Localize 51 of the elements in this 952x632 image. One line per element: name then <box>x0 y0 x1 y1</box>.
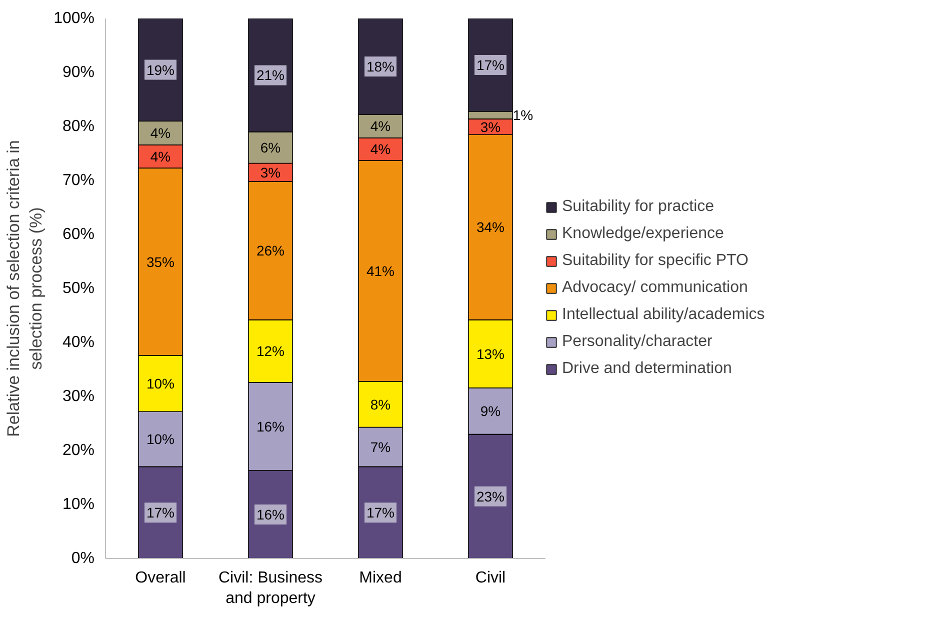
y-tick-label: 40% <box>62 334 95 351</box>
data-label: 1% <box>512 107 534 124</box>
data-label: 13% <box>476 346 505 362</box>
data-label: 16% <box>256 418 285 434</box>
legend-label: Advocacy/ communication <box>562 279 748 297</box>
data-label: 23% <box>476 488 505 504</box>
data-label: 17% <box>366 504 395 521</box>
data-label: 17% <box>476 56 505 73</box>
data-label: 3% <box>480 118 501 135</box>
y-tick-label: 30% <box>62 388 95 405</box>
data-label: 17% <box>146 504 175 521</box>
y-tick-label: 80% <box>62 118 95 135</box>
y-tick-label: 90% <box>62 64 95 81</box>
data-label: 26% <box>256 242 285 259</box>
data-label: 12% <box>256 343 285 360</box>
data-label: 7% <box>370 438 391 455</box>
data-label: 6% <box>260 140 281 156</box>
data-label: 18% <box>366 58 395 75</box>
data-label: 4% <box>370 118 391 134</box>
legend-label: Suitability for specific PTO <box>562 252 748 270</box>
x-tick-label: Overall <box>135 570 186 586</box>
data-label: 41% <box>366 262 395 279</box>
data-label: 9% <box>480 403 501 420</box>
y-tick-label: 70% <box>62 172 95 189</box>
y-tick-label: 60% <box>62 226 95 243</box>
data-label: 34% <box>476 219 505 236</box>
legend-label: Knowledge/experience <box>562 225 724 243</box>
data-label: 35% <box>146 254 175 270</box>
data-label: 3% <box>260 164 281 180</box>
data-label: 8% <box>370 396 391 412</box>
data-label: 4% <box>150 148 171 164</box>
legend-label: Drive and determination <box>562 360 732 378</box>
data-label: 10% <box>146 376 175 392</box>
data-label: 21% <box>256 67 285 84</box>
x-tick-label: Civil <box>475 570 506 586</box>
y-tick-label: 100% <box>54 10 94 27</box>
x-tick-label: Civil: Business and property <box>218 570 323 607</box>
data-label: 16% <box>256 506 285 522</box>
y-tick-label: 20% <box>62 442 95 459</box>
y-axis-title: Relative inclusion of selection criteria in selection process (%) <box>4 140 46 437</box>
data-label: 10% <box>146 431 175 448</box>
data-label: 4% <box>150 124 171 141</box>
y-tick-label: 10% <box>62 496 95 513</box>
x-tick-label: Mixed <box>359 570 402 586</box>
y-tick-label: 0% <box>71 550 94 567</box>
y-tick-label: 50% <box>62 280 95 297</box>
legend-label: Personality/character <box>562 333 712 351</box>
data-label: 19% <box>146 62 175 78</box>
data-label: 4% <box>370 141 391 158</box>
legend-label: Suitability for practice <box>562 198 714 216</box>
legend-label: Intellectual ability/academics <box>562 306 765 324</box>
